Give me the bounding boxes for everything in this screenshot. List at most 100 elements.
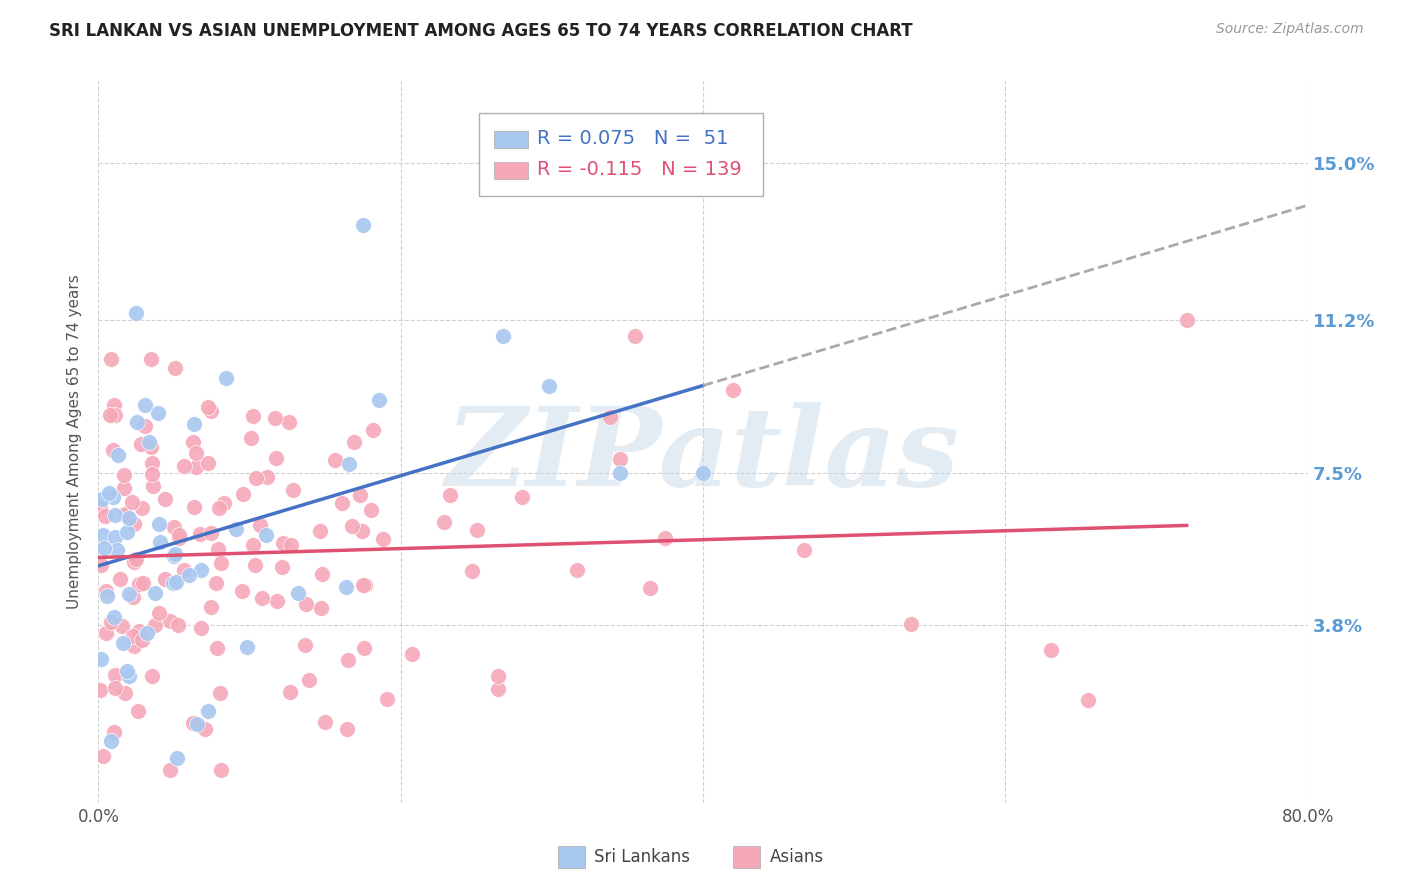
Point — [118, 587, 141, 601]
Point — [89, 500, 111, 515]
Point — [205, 576, 228, 591]
Point — [281, 483, 304, 498]
Point — [162, 576, 184, 591]
Point — [115, 525, 138, 540]
Point — [159, 763, 181, 777]
Point — [197, 456, 219, 470]
Point — [128, 624, 150, 639]
Point — [143, 618, 166, 632]
Point — [100, 408, 122, 422]
Point — [165, 361, 187, 376]
Point — [638, 581, 661, 595]
Point — [243, 558, 266, 573]
Point — [401, 647, 423, 661]
Point — [91, 748, 114, 763]
Point — [242, 538, 264, 552]
Point — [311, 567, 333, 582]
Point — [184, 445, 207, 459]
Point — [624, 329, 647, 343]
Point — [114, 686, 136, 700]
Point — [100, 733, 122, 747]
Point — [103, 398, 125, 412]
Point — [294, 638, 316, 652]
Point — [134, 418, 156, 433]
Point — [148, 517, 170, 532]
Point — [103, 443, 125, 458]
Point — [197, 401, 219, 415]
Point — [114, 507, 136, 521]
Point — [492, 329, 515, 343]
Point — [337, 457, 360, 471]
Point — [295, 597, 318, 611]
Point — [900, 616, 922, 631]
Point — [135, 626, 157, 640]
Point — [117, 511, 139, 525]
Point — [266, 593, 288, 607]
Point — [121, 495, 143, 509]
Point — [169, 528, 191, 542]
Point — [165, 575, 187, 590]
Point — [207, 542, 229, 557]
Point — [323, 452, 346, 467]
Point — [181, 715, 204, 730]
Point — [256, 469, 278, 483]
FancyBboxPatch shape — [734, 847, 759, 868]
Y-axis label: Unemployment Among Ages 65 to 74 years: Unemployment Among Ages 65 to 74 years — [67, 274, 83, 609]
Text: Sri Lankans: Sri Lankans — [595, 848, 690, 866]
Point — [486, 681, 509, 696]
Point — [249, 518, 271, 533]
Point — [173, 458, 195, 473]
Point — [609, 466, 631, 480]
FancyBboxPatch shape — [494, 131, 527, 148]
Point — [194, 722, 217, 736]
Point — [131, 633, 153, 648]
Point — [186, 460, 208, 475]
Text: SRI LANKAN VS ASIAN UNEMPLOYMENT AMONG AGES 65 TO 74 YEARS CORRELATION CHART: SRI LANKAN VS ASIAN UNEMPLOYMENT AMONG A… — [49, 22, 912, 40]
Point — [104, 530, 127, 544]
Point — [209, 556, 232, 570]
Point — [131, 500, 153, 515]
Point — [188, 526, 211, 541]
Point — [183, 417, 205, 431]
Point — [142, 479, 165, 493]
FancyBboxPatch shape — [558, 847, 585, 868]
Point — [264, 451, 287, 466]
Point — [93, 527, 115, 541]
Point — [167, 532, 190, 546]
Point — [134, 398, 156, 412]
Point — [94, 584, 117, 599]
Point — [132, 575, 155, 590]
Point — [163, 549, 186, 563]
Text: R = 0.075   N =  51: R = 0.075 N = 51 — [537, 128, 728, 147]
Point — [465, 523, 488, 537]
Point — [124, 517, 146, 532]
Point — [100, 615, 122, 630]
Point — [177, 568, 200, 582]
Point — [104, 668, 127, 682]
Point — [105, 543, 128, 558]
Point — [103, 610, 125, 624]
Point — [271, 560, 294, 574]
Point — [277, 415, 299, 429]
Point — [1077, 692, 1099, 706]
Point — [314, 714, 336, 729]
Point — [336, 653, 359, 667]
Point — [1175, 312, 1198, 326]
Point — [692, 466, 714, 480]
Text: Asians: Asians — [769, 848, 824, 866]
Point — [103, 724, 125, 739]
Point — [100, 352, 122, 367]
Point — [208, 501, 231, 516]
Point — [190, 621, 212, 635]
Point — [439, 487, 461, 501]
Point — [115, 509, 138, 524]
Point — [108, 572, 131, 586]
Point — [159, 614, 181, 628]
Point — [309, 524, 332, 538]
Point — [112, 481, 135, 495]
Point — [231, 584, 253, 599]
Point — [215, 370, 238, 384]
Point — [149, 535, 172, 549]
Point — [94, 626, 117, 640]
Point — [125, 551, 148, 566]
